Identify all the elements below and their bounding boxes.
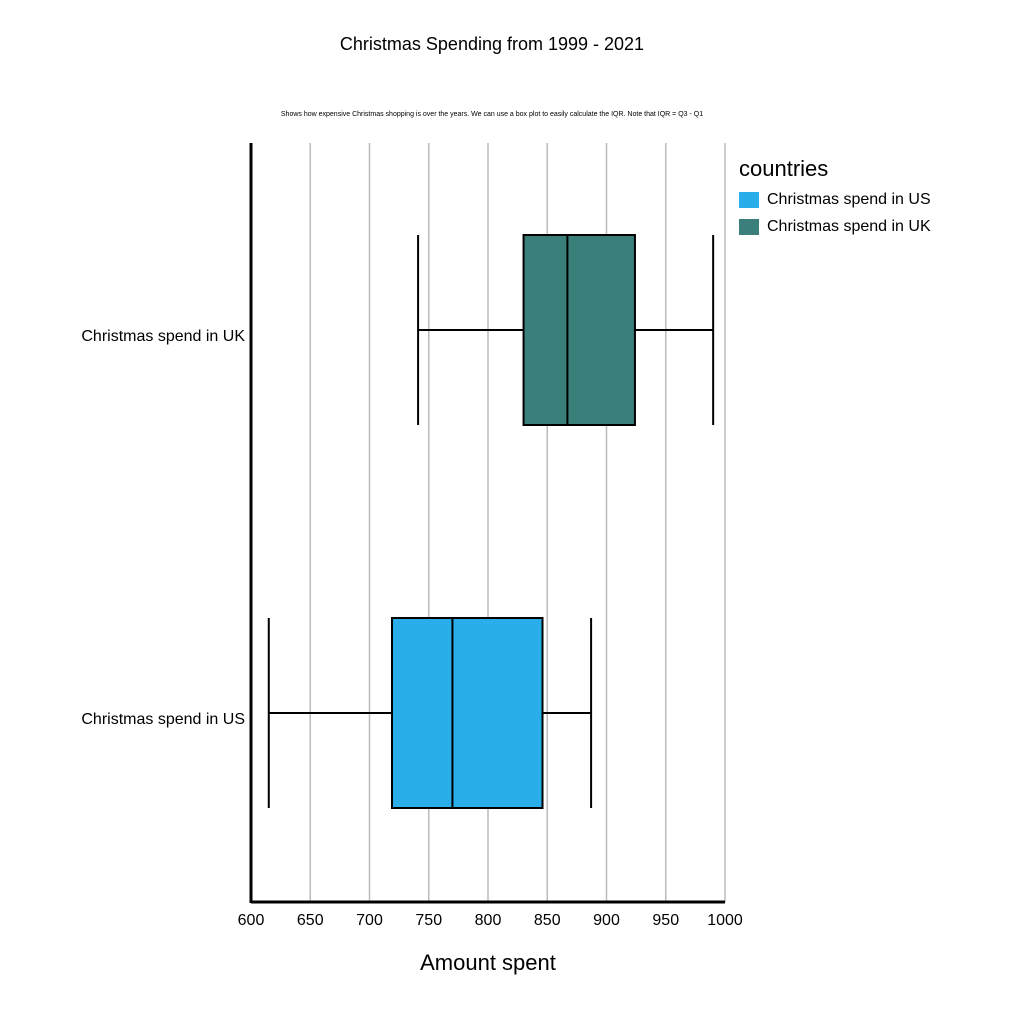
x-tick-label: 1000: [707, 912, 743, 929]
legend-item-us[interactable]: Christmas spend in US: [739, 186, 931, 213]
y-tick-label: Christmas spend in US: [81, 711, 245, 728]
chart-title: Christmas Spending from 1999 - 2021: [339, 34, 645, 54]
box-iqr: [522, 234, 636, 426]
x-tick-label: 950: [652, 912, 679, 929]
x-tick-label: 600: [238, 912, 265, 929]
legend-label: Christmas spend in UK: [767, 217, 931, 235]
x-tick-label: 900: [593, 912, 620, 929]
x-tick-label: 800: [475, 912, 502, 929]
x-tick-label: 850: [534, 912, 561, 929]
box-iqr: [391, 617, 544, 809]
legend-title: countries: [739, 156, 829, 181]
legend-item-uk[interactable]: Christmas spend in UK: [739, 213, 931, 240]
x-tick-label: 750: [415, 912, 442, 929]
y-tick-label: Christmas spend in UK: [81, 328, 245, 345]
legend: countries Christmas spend in US Christma…: [739, 156, 931, 240]
x-tick-label: 650: [297, 912, 324, 929]
legend-swatch-us: [739, 191, 759, 208]
x-tick-label: 700: [356, 912, 383, 929]
chart-subtitle: Shows how expensive Christmas shopping i…: [280, 111, 704, 118]
x-axis-label: Amount spent: [420, 950, 556, 975]
legend-swatch-uk: [739, 218, 759, 235]
legend-label: Christmas spend in US: [767, 190, 931, 208]
